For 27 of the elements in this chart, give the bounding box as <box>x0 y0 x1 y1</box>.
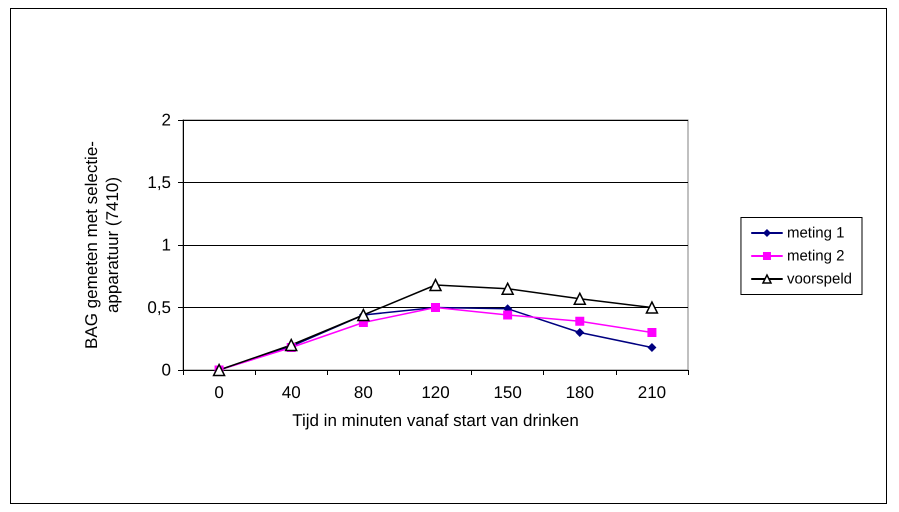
y-tick-label: 1 <box>162 236 171 254</box>
x-tick-label: 210 <box>638 383 666 402</box>
point <box>647 343 656 352</box>
point <box>284 338 298 352</box>
x-tick-label: 120 <box>421 383 450 402</box>
x-tick-label: 40 <box>282 383 301 402</box>
point <box>575 316 584 326</box>
point <box>429 278 442 292</box>
point <box>574 292 586 305</box>
x-tick-label: 180 <box>566 383 594 402</box>
legend-label: meting 2 <box>786 248 845 264</box>
x-axis-title: Tijd in minuten vanaf start van drinken <box>292 411 579 430</box>
y-tick-label: 1,5 <box>147 173 171 192</box>
y-axis-title: BAG gemeten met selectie- apparatuur (7410) <box>82 141 122 349</box>
legend-label: meting 1 <box>786 224 845 242</box>
x-tick-label: 150 <box>493 383 522 402</box>
y-tick-label: 0,5 <box>147 298 171 317</box>
x-tick-label: 0 <box>214 383 224 402</box>
point <box>503 310 512 320</box>
y-tick-label: 0 <box>162 360 171 380</box>
x-tick-label: 80 <box>354 383 373 402</box>
y-tick-label: 2 <box>162 110 171 130</box>
legend-label: voorspeld <box>786 270 852 288</box>
point <box>501 282 514 295</box>
point <box>646 301 658 314</box>
point <box>575 328 584 337</box>
point <box>647 328 656 337</box>
